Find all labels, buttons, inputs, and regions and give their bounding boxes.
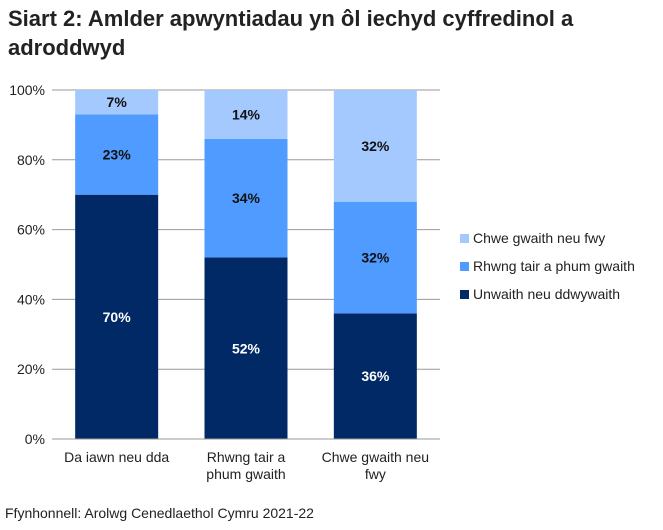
data-label: 7% xyxy=(107,94,128,110)
data-label: 14% xyxy=(232,106,261,122)
x-tick-label: Chwe gwaith neu xyxy=(322,449,429,465)
bar-segment xyxy=(204,90,288,139)
data-label: 34% xyxy=(232,190,261,206)
bar-segment xyxy=(75,114,159,195)
bar-segment xyxy=(204,257,288,439)
data-label: 23% xyxy=(103,147,132,163)
x-tick-label: phum gwaith xyxy=(206,466,285,482)
bar-segment xyxy=(333,201,417,314)
legend-label: Rhwng tair a phum gwaith xyxy=(473,258,635,274)
y-tick-label: 60% xyxy=(17,222,45,238)
bar-segment xyxy=(75,90,159,115)
data-label: 52% xyxy=(232,340,261,356)
legend-swatch xyxy=(460,262,469,271)
y-tick-label: 20% xyxy=(17,361,45,377)
y-tick-label: 40% xyxy=(17,291,45,307)
chart-title: Siart 2: Amlder apwyntiadau yn ôl iechyd… xyxy=(8,6,574,60)
legend-swatch xyxy=(460,290,469,299)
legend-label: Chwe gwaith neu fwy xyxy=(473,230,605,246)
y-tick-label: 80% xyxy=(17,152,45,168)
x-tick-label: fwy xyxy=(365,466,386,482)
y-tick-label: 100% xyxy=(9,82,45,98)
x-tick-label: Da iawn neu dda xyxy=(64,449,169,465)
legend-label: Unwaith neu ddwywaith xyxy=(473,286,620,302)
data-label: 32% xyxy=(361,138,390,154)
data-label: 70% xyxy=(103,309,132,325)
legend-swatch xyxy=(460,234,469,243)
bar-segment xyxy=(204,138,288,258)
bar-segment xyxy=(333,90,417,202)
bar-segment xyxy=(333,313,417,439)
data-label: 32% xyxy=(361,250,390,266)
data-label: 36% xyxy=(361,368,390,384)
source-note: Ffynhonnell: Arolwg Cenedlaethol Cymru 2… xyxy=(5,505,314,521)
y-tick-label: 0% xyxy=(25,431,45,447)
bar-segment xyxy=(75,194,159,439)
x-tick-label: Rhwng tair a xyxy=(207,449,286,465)
